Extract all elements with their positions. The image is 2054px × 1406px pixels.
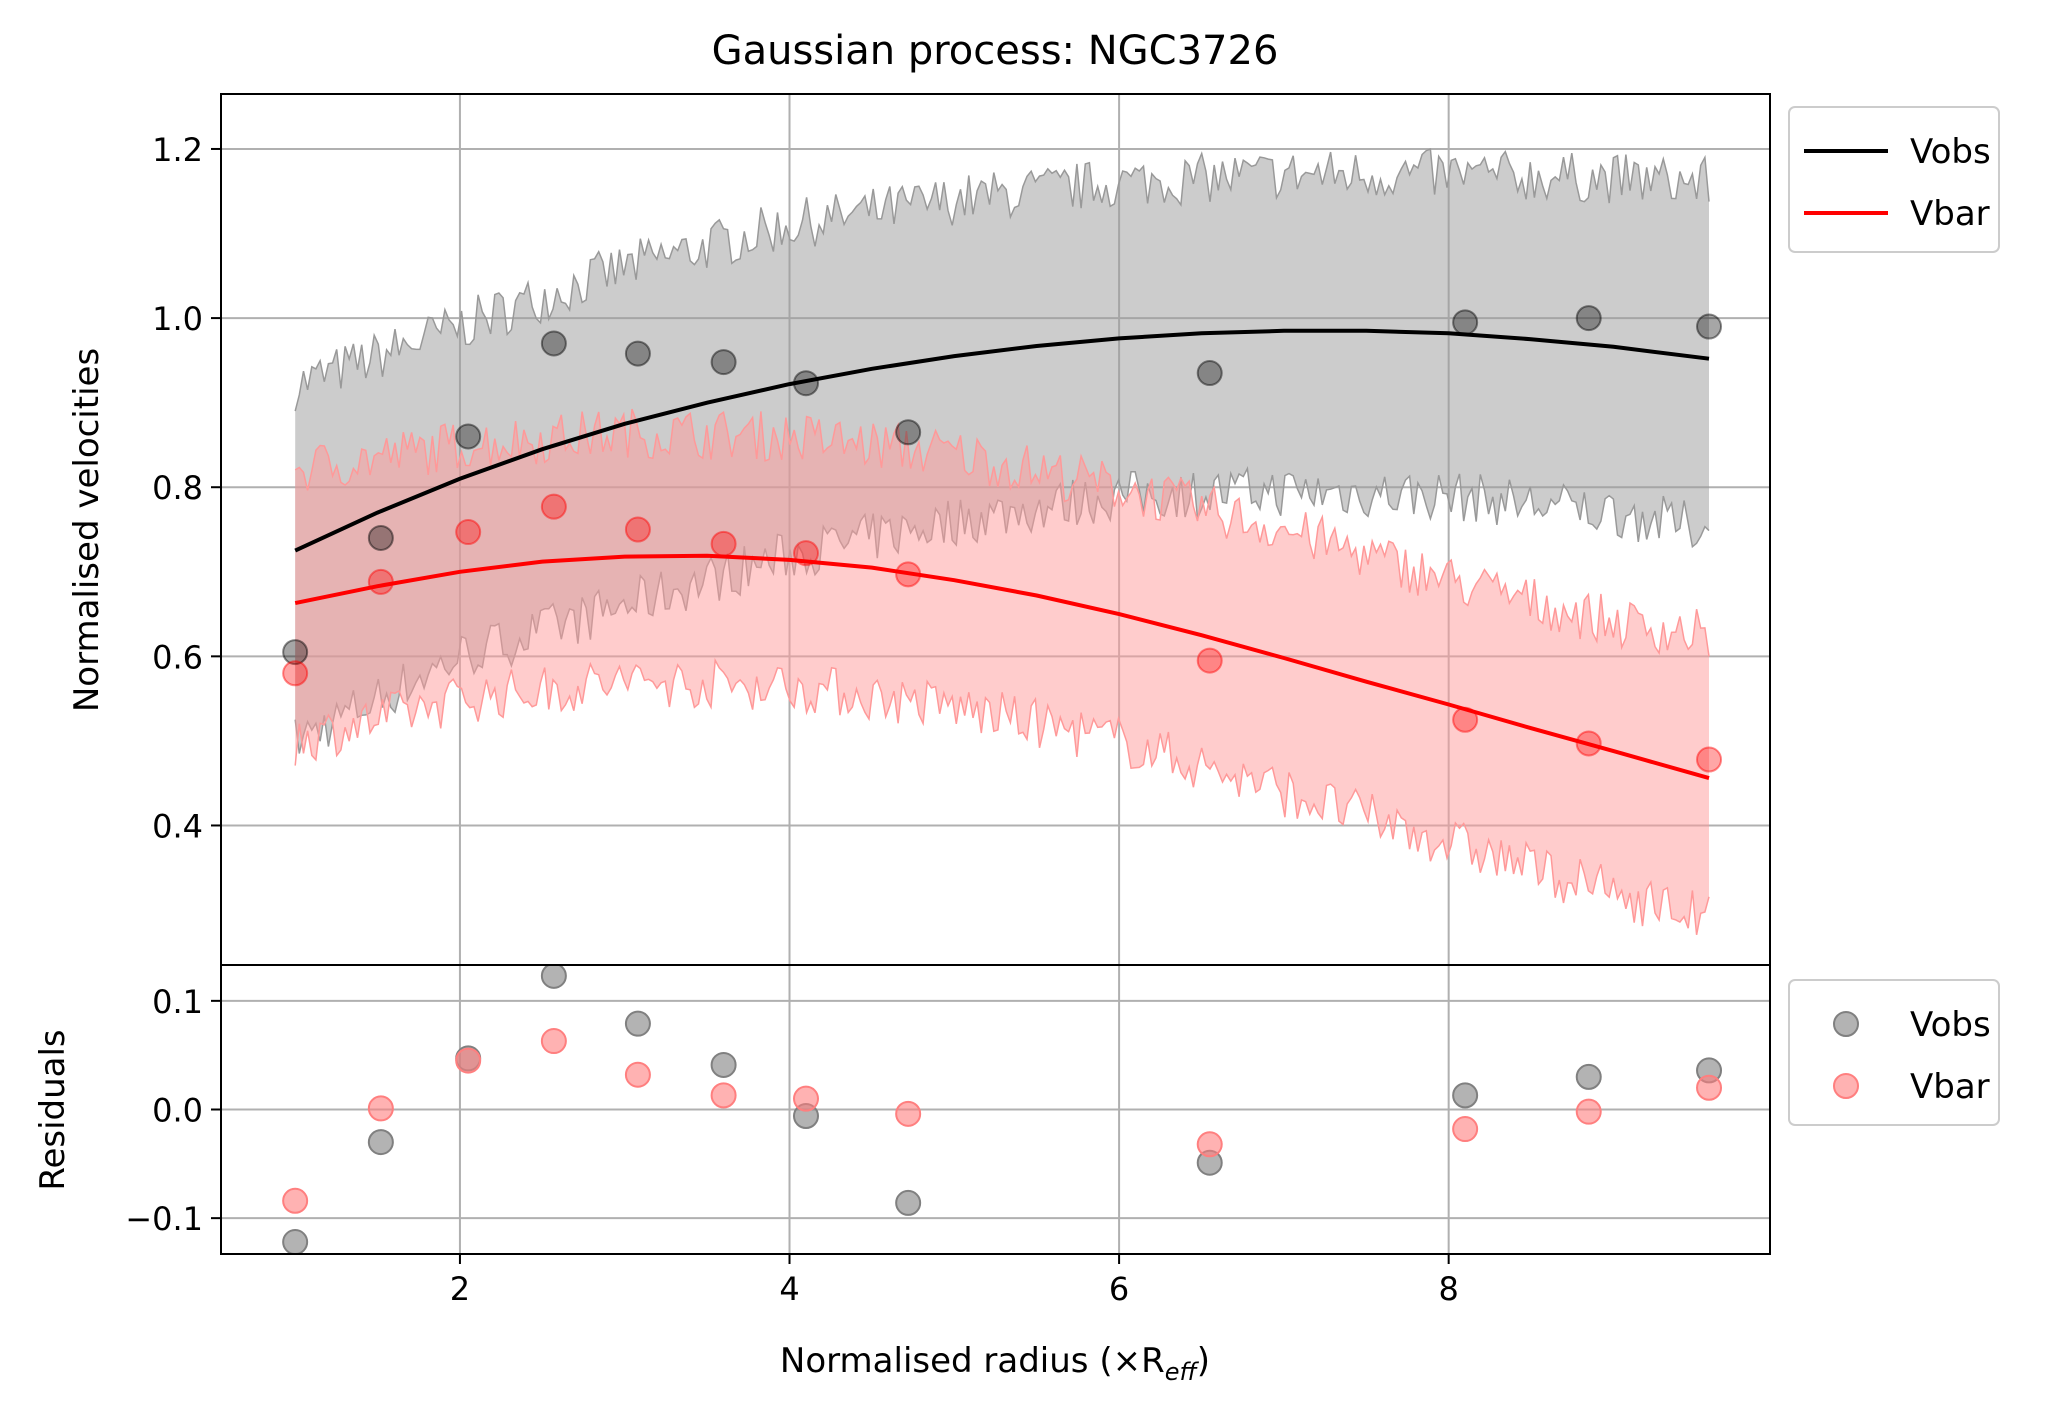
residual-point-vobs-4 (624, 1010, 651, 1037)
point-vbar-3 (540, 493, 567, 520)
point-vbar-2 (455, 519, 482, 546)
point-vobs-6 (792, 370, 819, 397)
main-data-points (282, 305, 1723, 773)
main-y-tick-label-1: 0.6 (152, 638, 203, 676)
residual-x-axis-label: Normalised radius (×Reff) (780, 1341, 1210, 1386)
residual-points (282, 965, 1723, 1254)
residual-point-vobs-3 (540, 965, 567, 989)
point-vobs-9 (1452, 309, 1479, 336)
legend-label-vobs-residual: Vobs (1910, 1005, 1991, 1045)
residual-point-vbar-8 (1196, 1131, 1223, 1158)
point-vobs-7 (895, 419, 922, 446)
point-vbar-9 (1452, 706, 1479, 733)
residual-y-tick-label-2: 0.1 (152, 983, 203, 1021)
residual-point-vbar-4 (624, 1061, 651, 1088)
main-legend: Vobs Vbar (1788, 106, 2000, 253)
point-vbar-4 (624, 516, 651, 543)
main-title: Gaussian process: NGC3726 (712, 28, 1279, 74)
x-tick-label-8: 8 (1438, 1270, 1458, 1308)
x-tick-label-6: 6 (1109, 1270, 1129, 1308)
main-y-tick-label-3: 1.0 (152, 300, 203, 338)
main-fit-lines (294, 328, 1710, 781)
residual-point-vbar-5 (710, 1082, 737, 1109)
residual-y-tick-label-0: −0.1 (125, 1200, 203, 1238)
point-vbar-7 (895, 561, 922, 588)
residual-panel: −0.1 0.0 0.1 2 4 6 8 Residuals Normalised rad… (33, 964, 1771, 1386)
residual-point-vobs-1 (367, 1129, 394, 1156)
main-uncertainty-bands (294, 148, 1710, 935)
main-y-tick-label-0: 0.4 (152, 807, 203, 845)
residual-point-vbar-10 (1575, 1098, 1602, 1125)
x-tick-label-2: 2 (450, 1270, 470, 1308)
main-y-axis-label: Normalised velocities (67, 348, 107, 712)
band-upper-edge-vbar (294, 408, 1710, 657)
residual-point-vobs-7 (895, 1189, 922, 1216)
point-vbar-10 (1575, 730, 1602, 757)
residual-point-vbar-11 (1696, 1074, 1723, 1101)
residual-grid (221, 965, 1770, 1254)
residual-y-ticks: −0.1 0.0 0.1 (125, 983, 221, 1238)
band-vbar (295, 409, 1710, 935)
main-y-tick-label-4: 1.2 (152, 131, 203, 169)
residual-point-vbar-7 (895, 1100, 922, 1127)
residual-point-vobs-10 (1575, 1063, 1602, 1090)
x-axis-label-subscript: eff (1165, 1358, 1200, 1386)
point-vobs-8 (1196, 360, 1223, 387)
residual-y-axis-label: Residuals (33, 1029, 73, 1190)
residual-point-vbar-3 (540, 1028, 567, 1055)
residual-point-vbar-2 (455, 1047, 482, 1074)
point-vobs-10 (1575, 305, 1602, 332)
residual-point-vbar-9 (1452, 1116, 1479, 1143)
x-axis-label-suffix: ) (1197, 1341, 1210, 1381)
point-vobs-5 (710, 349, 737, 376)
residual-point-vobs-5 (710, 1051, 737, 1078)
point-vbar-11 (1696, 746, 1723, 773)
residual-point-vbar-1 (367, 1095, 394, 1122)
legend-marker-vobs (1833, 1011, 1859, 1037)
point-vobs-1 (367, 524, 394, 551)
residual-point-vobs-9 (1452, 1082, 1479, 1109)
residual-point-vbar-6 (792, 1085, 819, 1112)
band-upper-edge-vobs (294, 148, 1710, 412)
legend-label-vbar: Vbar (1910, 194, 1990, 234)
main-panel: 0.4 0.6 0.8 1.0 1.2 Gaussian process: NGC372… (67, 28, 1771, 966)
fit-line-vobs (294, 328, 1710, 553)
point-vobs-0 (282, 639, 309, 666)
point-vbar-8 (1196, 647, 1223, 674)
residual-legend: Vobs Vbar (1788, 979, 2000, 1126)
residual-point-vbar-0 (282, 1187, 309, 1214)
main-y-tick-label-2: 0.8 (152, 469, 203, 507)
point-vobs-2 (455, 423, 482, 450)
point-vobs-4 (624, 340, 651, 367)
legend-marker-vbar (1833, 1073, 1859, 1099)
residual-point-vobs-0 (282, 1229, 309, 1254)
point-vbar-0 (282, 660, 309, 687)
point-vobs-3 (540, 330, 567, 357)
legend-label-vbar-residual: Vbar (1910, 1067, 1990, 1107)
point-vbar-5 (710, 530, 737, 557)
fit-line-vbar (294, 553, 1710, 781)
main-y-ticks: 0.4 0.6 0.8 1.0 1.2 (152, 131, 221, 845)
residual-y-tick-label-1: 0.0 (152, 1092, 203, 1130)
point-vbar-1 (367, 568, 394, 595)
x-axis-label-main: Normalised radius (×R (780, 1341, 1165, 1381)
band-lower-edge-vbar (294, 657, 1710, 935)
point-vobs-11 (1696, 313, 1723, 340)
point-vbar-6 (792, 540, 819, 567)
main-legend-box (1788, 106, 2000, 253)
legend-label-vobs: Vobs (1910, 132, 1991, 172)
residual-x-ticks: 2 4 6 8 (450, 1254, 1459, 1308)
x-tick-label-4: 4 (779, 1270, 799, 1308)
